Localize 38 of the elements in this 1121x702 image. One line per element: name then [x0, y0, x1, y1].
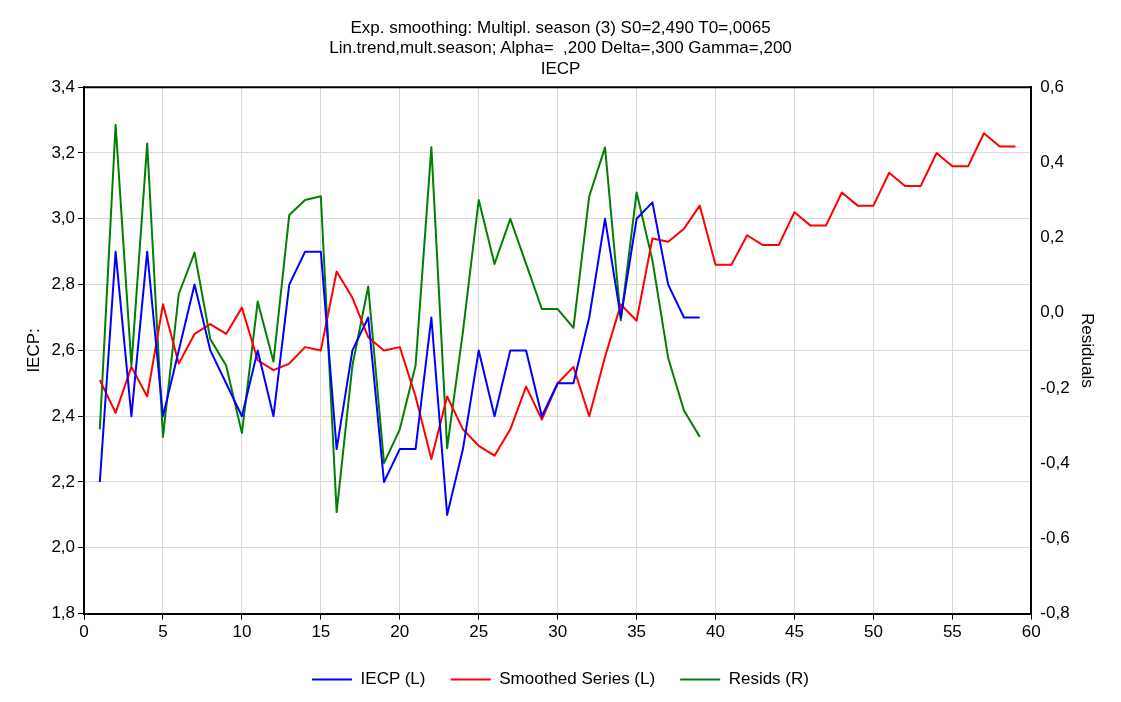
x-tick-label: 20: [390, 622, 410, 642]
x-tick-label: 15: [311, 622, 331, 642]
chart-title: Exp. smoothing: Multipl. season (3) S0=2,490 T0=,0065: [350, 17, 771, 37]
y-tick-label: 3,2: [51, 142, 76, 162]
x-tick-label: 40: [706, 622, 726, 642]
y2-tick-label: 0,0: [1040, 302, 1064, 322]
legend-label: Resids (R): [728, 669, 809, 689]
legend-label: Smoothed Series (L): [499, 669, 656, 689]
y-axis-title: IECP:: [23, 328, 43, 373]
text: IECP: [540, 58, 581, 78]
y-tick-label: 2,6: [51, 340, 76, 360]
y2-tick-label: -0,6: [1040, 528, 1070, 548]
y2-tick-label: -0,8: [1040, 603, 1070, 623]
y-tick-label: 2,0: [51, 537, 76, 557]
y2-tick-label: -0,4: [1040, 452, 1070, 472]
x-tick-label: 45: [785, 622, 804, 642]
x-tick-label: 60: [1021, 622, 1041, 642]
legend-label: IECP (L): [360, 669, 426, 689]
x-tick-label: 5: [158, 622, 168, 642]
chart-subtitle: Lin.trend,mult.season; Alpha= ,200 Delta=,300 Gamma=,200: [329, 38, 792, 58]
y2-tick-label: -0,2: [1040, 377, 1070, 397]
y-tick-label: 1,8: [51, 603, 76, 623]
x-tick-label: 30: [548, 622, 568, 642]
y-tick-label: 2,8: [51, 274, 76, 294]
y-tick-label: 3,0: [51, 208, 76, 228]
x-tick-label: 0: [79, 622, 89, 642]
y2-tick-label: 0,4: [1040, 152, 1064, 172]
y2-tick-label: 0,6: [1040, 76, 1064, 96]
x-tick-label: 25: [469, 622, 489, 642]
y2-tick-label: 0,2: [1040, 227, 1064, 247]
x-tick-label: 55: [942, 622, 962, 642]
x-tick-label: 10: [232, 622, 252, 642]
y-tick-label: 3,4: [51, 76, 76, 96]
y-tick-label: 2,4: [51, 405, 76, 425]
y2-axis-title: Residuals: [1078, 313, 1098, 388]
x-tick-label: 35: [627, 622, 647, 642]
y-tick-label: 2,2: [51, 471, 76, 491]
x-tick-label: 50: [863, 622, 883, 642]
